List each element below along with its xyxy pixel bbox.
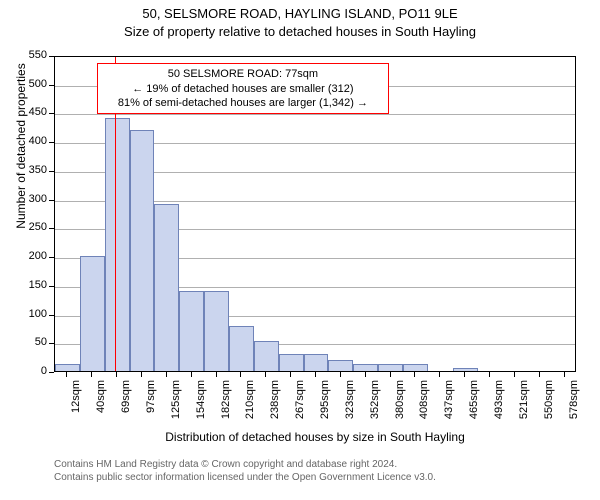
bar [179,291,204,371]
bar [353,364,378,371]
y-tick-mark [49,372,54,373]
bar [229,326,254,371]
x-tick-mark [390,372,391,377]
callout-line: 81% of semi-detached houses are larger (… [104,96,382,110]
plot-area: 50 SELSMORE ROAD: 77sqm← 19% of detached… [54,56,576,372]
y-tick-mark [49,56,54,57]
x-tick-label: 69sqm [120,380,132,430]
x-tick-label: 125sqm [170,380,182,430]
y-tick-label: 250 [7,221,47,233]
bar [403,364,428,371]
y-tick-label: 0 [7,365,47,377]
bar [130,130,155,371]
x-tick-label: 40sqm [95,380,107,430]
bar [254,341,279,371]
footer-line-1: Contains HM Land Registry data © Crown c… [54,458,436,471]
y-tick-mark [49,85,54,86]
bar [55,364,80,371]
y-tick-label: 200 [7,250,47,262]
footer-attribution: Contains HM Land Registry data © Crown c… [54,458,436,484]
y-tick-label: 400 [7,135,47,147]
x-tick-mark [91,372,92,377]
x-tick-mark [216,372,217,377]
y-tick-label: 350 [7,164,47,176]
footer-line-2: Contains public sector information licen… [54,471,436,484]
y-tick-mark [49,228,54,229]
x-tick-mark [191,372,192,377]
bar [204,291,229,371]
x-tick-label: 437sqm [443,380,455,430]
bar [154,204,179,371]
y-tick-mark [49,286,54,287]
chart-title-1: 50, SELSMORE ROAD, HAYLING ISLAND, PO11 … [0,6,600,21]
x-tick-label: 210sqm [244,380,256,430]
bar [105,118,130,371]
x-tick-mark [141,372,142,377]
x-tick-label: 550sqm [543,380,555,430]
y-tick-mark [49,171,54,172]
x-tick-label: 295sqm [319,380,331,430]
x-tick-mark [514,372,515,377]
y-tick-label: 100 [7,308,47,320]
x-tick-label: 493sqm [493,380,505,430]
x-tick-mark [66,372,67,377]
y-tick-label: 300 [7,193,47,205]
x-tick-mark [166,372,167,377]
y-tick-mark [49,142,54,143]
y-tick-label: 450 [7,106,47,118]
y-tick-mark [49,257,54,258]
bar [304,354,329,371]
bar [328,360,353,371]
bar [453,368,478,371]
y-tick-mark [49,315,54,316]
x-tick-label: 380sqm [394,380,406,430]
x-tick-mark [439,372,440,377]
x-tick-mark [340,372,341,377]
x-tick-mark [240,372,241,377]
callout-line: 50 SELSMORE ROAD: 77sqm [104,67,382,81]
x-tick-label: 578sqm [568,380,580,430]
callout-box: 50 SELSMORE ROAD: 77sqm← 19% of detached… [97,63,389,114]
x-tick-mark [265,372,266,377]
x-tick-mark [116,372,117,377]
x-tick-label: 182sqm [220,380,232,430]
x-tick-label: 154sqm [195,380,207,430]
x-axis-label: Distribution of detached houses by size … [54,430,576,444]
y-tick-mark [49,113,54,114]
x-tick-label: 352sqm [369,380,381,430]
y-tick-mark [49,343,54,344]
bar [80,256,105,371]
chart-title-2: Size of property relative to detached ho… [0,24,600,39]
bar [378,364,403,371]
y-tick-mark [49,200,54,201]
x-tick-label: 238sqm [269,380,281,430]
x-tick-mark [489,372,490,377]
x-tick-label: 323sqm [344,380,356,430]
grid-line [55,114,575,115]
x-tick-label: 12sqm [70,380,82,430]
y-tick-label: 500 [7,78,47,90]
x-tick-mark [464,372,465,377]
y-tick-label: 550 [7,49,47,61]
x-tick-mark [315,372,316,377]
x-tick-label: 267sqm [294,380,306,430]
x-tick-mark [365,372,366,377]
x-tick-label: 465sqm [468,380,480,430]
chart-container: 50, SELSMORE ROAD, HAYLING ISLAND, PO11 … [0,0,600,500]
x-tick-mark [539,372,540,377]
x-tick-mark [414,372,415,377]
bar [279,354,304,371]
x-tick-mark [290,372,291,377]
x-tick-label: 97sqm [145,380,157,430]
x-tick-label: 521sqm [518,380,530,430]
x-tick-label: 408sqm [418,380,430,430]
x-tick-mark [564,372,565,377]
callout-line: ← 19% of detached houses are smaller (31… [104,82,382,96]
y-tick-label: 150 [7,279,47,291]
y-tick-label: 50 [7,336,47,348]
